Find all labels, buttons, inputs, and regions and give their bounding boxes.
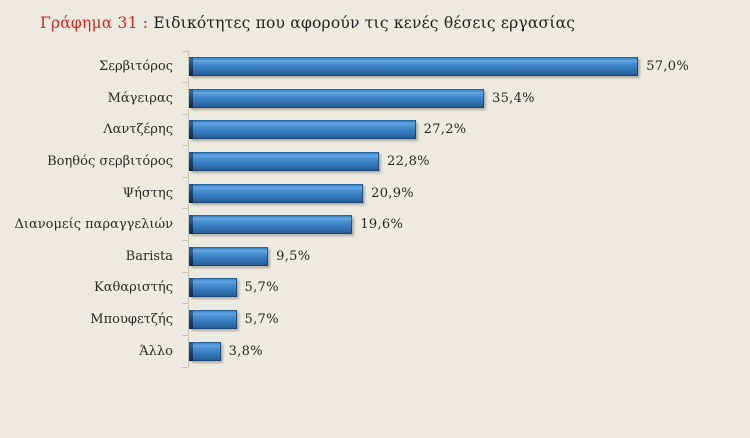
bar-zone: 35,4% [182,82,689,115]
bar-zone: 19,6% [182,208,689,241]
bar-chart: Σερβιτόρος 57,0% Μάγειρας 35,4% Λαντζέρη… [0,50,750,368]
value-label: 35,4% [492,90,535,106]
value-label: 57,0% [646,59,689,75]
chart-row: Barista 9,5% [0,240,750,273]
chart-row: Άλλο 3,8% [0,334,750,367]
bar-zone: 5,7% [182,271,689,304]
bar [189,341,221,361]
bar-zone: 20,9% [182,176,689,209]
bar-zone: 3,8% [182,334,689,367]
value-label: 27,2% [423,122,467,138]
category-label: Μάγειρας [107,90,173,106]
value-label: 5,7% [244,280,279,296]
chart-row: Βοηθός σερβιτόρος 22,8% [0,145,750,178]
category-label: Λαντζέρης [103,122,173,138]
chart-row: Λαντζέρης 27,2% [0,113,750,146]
value-label: 22,8% [387,154,430,170]
axis-tick [181,367,187,368]
chart-row: Καθαριστής 5,7% [0,271,750,304]
bar [189,152,379,172]
bar-zone: 27,2% [182,113,689,146]
value-label: 19,6% [360,217,404,233]
category-label: Βοηθός σερβιτόρος [47,154,173,170]
value-label: 20,9% [371,185,414,201]
bar-zone: 5,7% [182,303,689,336]
page-title: Γράφημα 31 : Ειδικότητες που αφορούν τις… [0,0,750,34]
value-label: 5,7% [244,312,279,328]
category-label: Μπουφετζής [90,312,173,328]
category-label: Barista [125,248,173,264]
bar [189,310,237,330]
category-label: Διανομείς παραγγελιών [14,217,173,233]
bar [189,278,237,298]
chart-row: Ψήστης 20,9% [0,176,750,209]
chart-row: Μπουφετζής 5,7% [0,303,750,336]
bar-zone: 57,0% [182,50,689,83]
value-label: 3,8% [228,343,263,359]
title-text: Ειδικότητες που αφορούν τις κενές θέσεις… [148,14,576,32]
bar [189,183,364,203]
category-label: Καθαριστής [94,280,173,296]
chart-row: Διανομείς παραγγελιών 19,6% [0,208,750,241]
bar [189,246,269,266]
bar-zone: 9,5% [182,240,689,273]
bar [189,120,416,140]
chart-row: Μάγειρας 35,4% [0,82,750,115]
category-label: Σερβιτόρος [99,59,173,75]
bar-zone: 22,8% [182,145,689,178]
value-label: 9,5% [276,248,311,264]
bar [189,88,484,108]
chart-row: Σερβιτόρος 57,0% [0,50,750,83]
bar [189,57,639,77]
y-axis-line [188,51,189,368]
title-accent: Γράφημα 31 : [40,14,149,32]
category-label: Ψήστης [122,185,173,201]
category-label: Άλλο [139,343,173,359]
bar [189,215,353,235]
